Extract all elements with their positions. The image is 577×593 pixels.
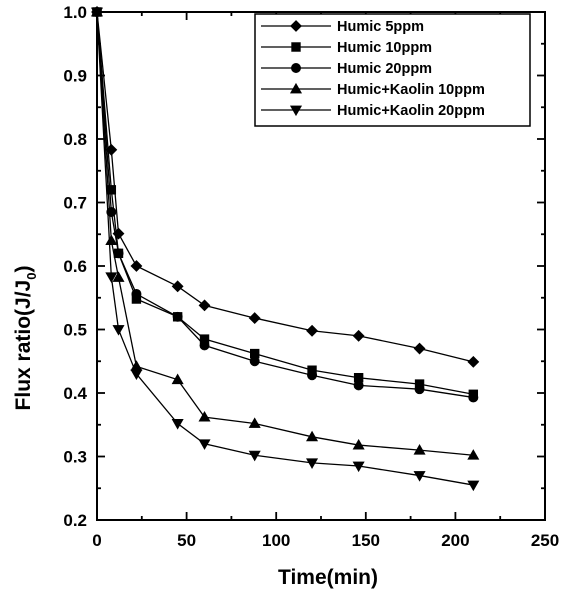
data-point (130, 260, 143, 272)
data-point (198, 411, 211, 422)
y-tick-label: 0.9 (63, 67, 87, 86)
legend-label: Humic+Kaolin 10ppm (337, 82, 485, 98)
data-point (467, 449, 480, 460)
legend-label: Humic 5ppm (337, 19, 424, 35)
data-point (171, 373, 184, 385)
y-tick-label: 0.4 (63, 384, 87, 403)
data-point (248, 417, 261, 428)
data-point (90, 7, 104, 19)
y-axis-title-close: ) (12, 266, 35, 273)
data-point (171, 419, 184, 430)
x-tick-label: 200 (441, 531, 469, 550)
data-point (198, 299, 211, 312)
data-point (112, 325, 125, 336)
data-point (306, 458, 319, 469)
legend-item: Humic 20ppm (261, 61, 432, 77)
y-tick-label: 0.7 (63, 194, 87, 213)
x-tick-label: 0 (92, 531, 101, 550)
data-point (468, 392, 479, 403)
series-layer (90, 5, 480, 492)
data-point (352, 438, 365, 450)
data-point (105, 234, 118, 246)
data-point (413, 444, 426, 455)
data-point (171, 280, 184, 293)
legend: Humic 5ppm Humic 10ppm Humic 20ppm Humic+Ka… (254, 13, 531, 127)
data-point (307, 370, 318, 381)
series-5 (90, 7, 480, 492)
y-tick-label: 0.5 (63, 321, 87, 340)
y-tick-label: 0.8 (63, 130, 87, 149)
legend-marker (291, 63, 301, 73)
x-tick-label: 100 (262, 531, 290, 550)
x-tick-label: 250 (531, 531, 559, 550)
data-point (131, 288, 142, 299)
x-axis-title: Time(min) (278, 566, 378, 589)
data-point (306, 430, 319, 442)
data-point (198, 439, 211, 450)
legend-label: Humic 20ppm (337, 61, 432, 77)
data-point (413, 471, 426, 482)
legend-marker (291, 42, 301, 52)
data-point (249, 356, 260, 367)
x-tick-label: 150 (352, 531, 380, 550)
y-axis-title-subscript: 0 (24, 273, 39, 280)
legend-item: Humic 5ppm (261, 19, 424, 35)
legend-item: Humic+Kaolin 20ppm (261, 103, 485, 119)
y-axis-title-main: Flux ratio(J/J (12, 280, 35, 411)
legend-marker (290, 20, 302, 32)
data-point (414, 384, 425, 395)
y-tick-label: 0.3 (63, 448, 87, 467)
x-tick-label: 50 (177, 531, 196, 550)
data-point (105, 272, 118, 283)
y-axis-ticks: 0.2 0.3 0.4 0.5 0.6 0.7 0.8 0.9 1.0 (63, 3, 545, 530)
y-tick-label: 0.2 (63, 511, 87, 530)
data-point (248, 450, 261, 462)
legend-marker (289, 82, 303, 94)
data-point (413, 342, 426, 355)
legend-label: Humic 10ppm (337, 40, 432, 56)
legend-item: Humic 10ppm (261, 40, 432, 56)
data-point (352, 461, 365, 473)
y-tick-label: 0.6 (63, 257, 87, 276)
data-point (467, 480, 480, 492)
data-point (248, 312, 261, 324)
data-point (353, 380, 364, 391)
data-point (112, 271, 125, 282)
data-point (130, 369, 143, 381)
data-point (199, 340, 210, 351)
legend-marker (289, 105, 303, 117)
data-point (306, 324, 318, 337)
data-point (172, 311, 183, 322)
legend-item: Humic+Kaolin 10ppm (261, 82, 485, 98)
data-point (113, 248, 124, 259)
y-axis-title: Flux ratio(J/J0) (12, 266, 39, 411)
y-axis-title-text: Flux ratio(J/J0) (12, 266, 39, 411)
data-point (249, 348, 260, 359)
data-point (352, 329, 365, 342)
data-point (467, 355, 480, 368)
legend-label: Humic+Kaolin 20ppm (337, 103, 485, 119)
data-point (353, 373, 364, 383)
y-tick-label: 1.0 (63, 3, 87, 22)
